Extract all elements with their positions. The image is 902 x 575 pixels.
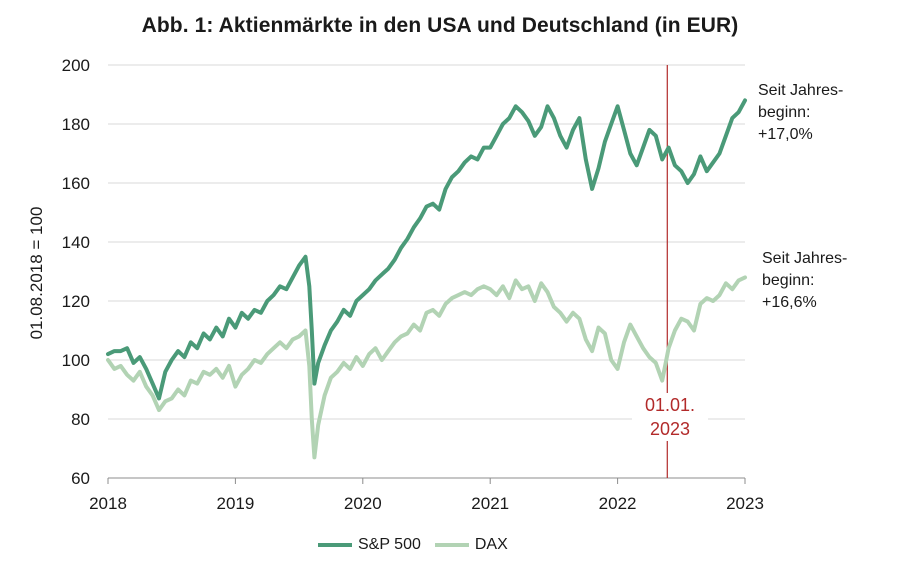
y-tick-label-160: 160 (62, 174, 90, 193)
dax-note-line2: beginn: (762, 272, 815, 289)
y-axis-label: 01.08.2018 = 100 (27, 207, 46, 340)
chart-title: Abb. 1: Aktienmärkte in den USA und Deut… (141, 14, 739, 37)
series-line-dax (106, 275, 747, 460)
x-tick-label-2022: 2022 (599, 494, 637, 513)
legend-item-dax: DAX (434, 536, 508, 554)
sp500-note-line2: beginn: (758, 104, 811, 121)
legend-swatch-sp500 (318, 543, 352, 547)
x-tick-label-2023: 2023 (726, 494, 764, 513)
legend-label-dax: DAX (474, 536, 508, 553)
marker-label-line2: 2023 (649, 419, 691, 439)
x-axis: 2018 2019 2020 2021 2022 2023 (89, 477, 764, 513)
y-tick-label-140: 140 (62, 233, 90, 252)
legend-item-sp500: S&P 500 (318, 536, 421, 554)
dax-note-line3: +16,6% (762, 294, 817, 311)
y-tick-label-180: 180 (62, 115, 90, 134)
marker-label-line1: 01.01. (644, 395, 696, 415)
series-lines (106, 98, 747, 460)
date-marker-label: 01.01. 2023 (632, 393, 708, 441)
y-tick-label-200: 200 (62, 56, 90, 75)
y-tick-label-100: 100 (62, 351, 90, 370)
y-tick-label-120: 120 (62, 292, 90, 311)
sp500-ytd-note: Seit Jahres- beginn: +17,0% (758, 80, 843, 146)
dax-note-line1: Seit Jahres- (762, 250, 848, 267)
x-tick-label-2019: 2019 (216, 494, 254, 513)
x-tick-label-2021: 2021 (471, 494, 509, 513)
y-tick-label-80: 80 (71, 410, 90, 429)
y-tick-label-60: 60 (71, 469, 90, 488)
series-line-s-p-500 (106, 98, 747, 401)
chart-legend: S&P 500 DAX (318, 536, 522, 554)
legend-swatch-dax (434, 543, 469, 547)
sp500-note-line1: Seit Jahres- (758, 82, 844, 99)
sp500-note-line3: +17,0% (758, 126, 813, 143)
x-tick-label-2020: 2020 (344, 494, 382, 513)
gridlines (108, 64, 745, 420)
x-tick-label-2018: 2018 (89, 494, 127, 513)
legend-label-sp500: S&P 500 (358, 536, 421, 553)
dax-ytd-note: Seit Jahres- beginn: +16,6% (762, 248, 847, 314)
y-axis: 200 180 160 140 120 100 80 60 (62, 56, 90, 488)
